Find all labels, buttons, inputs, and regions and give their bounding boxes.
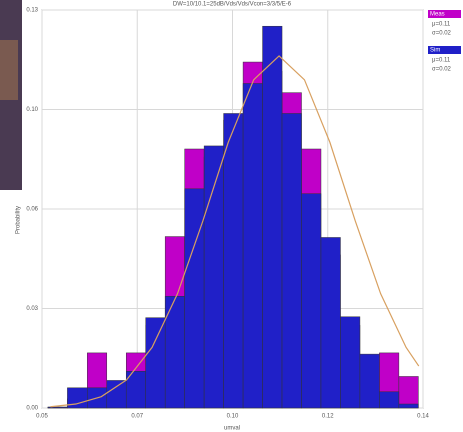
legend-note: σ=0.02: [432, 67, 452, 73]
bar: [145, 317, 166, 409]
chart-title: DW=10/10.1=25dB/Vds/Vds/Vcon=3/3/5/E-6: [173, 2, 292, 8]
bar: [320, 237, 341, 409]
bar: [262, 25, 283, 409]
legend-label: Meas: [430, 12, 445, 18]
y-tick-label: 0.10: [26, 107, 38, 113]
y-tick-label: 0.00: [26, 406, 38, 412]
y-axis-label: Probability: [16, 206, 22, 234]
y-tick-label: 0.13: [26, 8, 38, 14]
legend-swatch: [428, 10, 461, 18]
bar: [398, 376, 419, 409]
bar: [398, 403, 419, 409]
x-tick-label: 0.07: [131, 414, 143, 420]
legend-swatch: [428, 46, 461, 54]
legend-note: μ=0.11: [432, 22, 451, 28]
x-tick-label: 0.05: [36, 414, 48, 420]
x-tick-label: 0.12: [322, 414, 334, 420]
legend-label: Sim: [430, 48, 440, 54]
bar: [223, 113, 244, 409]
bar: [379, 391, 400, 409]
bar: [106, 380, 127, 409]
bar: [359, 353, 380, 409]
legend-note: μ=0.11: [432, 58, 451, 64]
background-photo-detail: [0, 40, 18, 100]
x-tick-label: 0.10: [227, 414, 239, 420]
y-tick-label: 0.06: [26, 207, 38, 213]
fit-curve: [50, 55, 420, 408]
bar: [242, 83, 263, 409]
bar: [281, 113, 302, 409]
bar: [340, 316, 361, 409]
bar: [184, 188, 205, 409]
x-axis-label: umval: [224, 426, 240, 432]
legend-note: σ=0.02: [432, 31, 452, 37]
y-tick-label: 0.03: [26, 306, 38, 312]
bar: [301, 193, 322, 409]
x-tick-label: 0.14: [417, 414, 429, 420]
